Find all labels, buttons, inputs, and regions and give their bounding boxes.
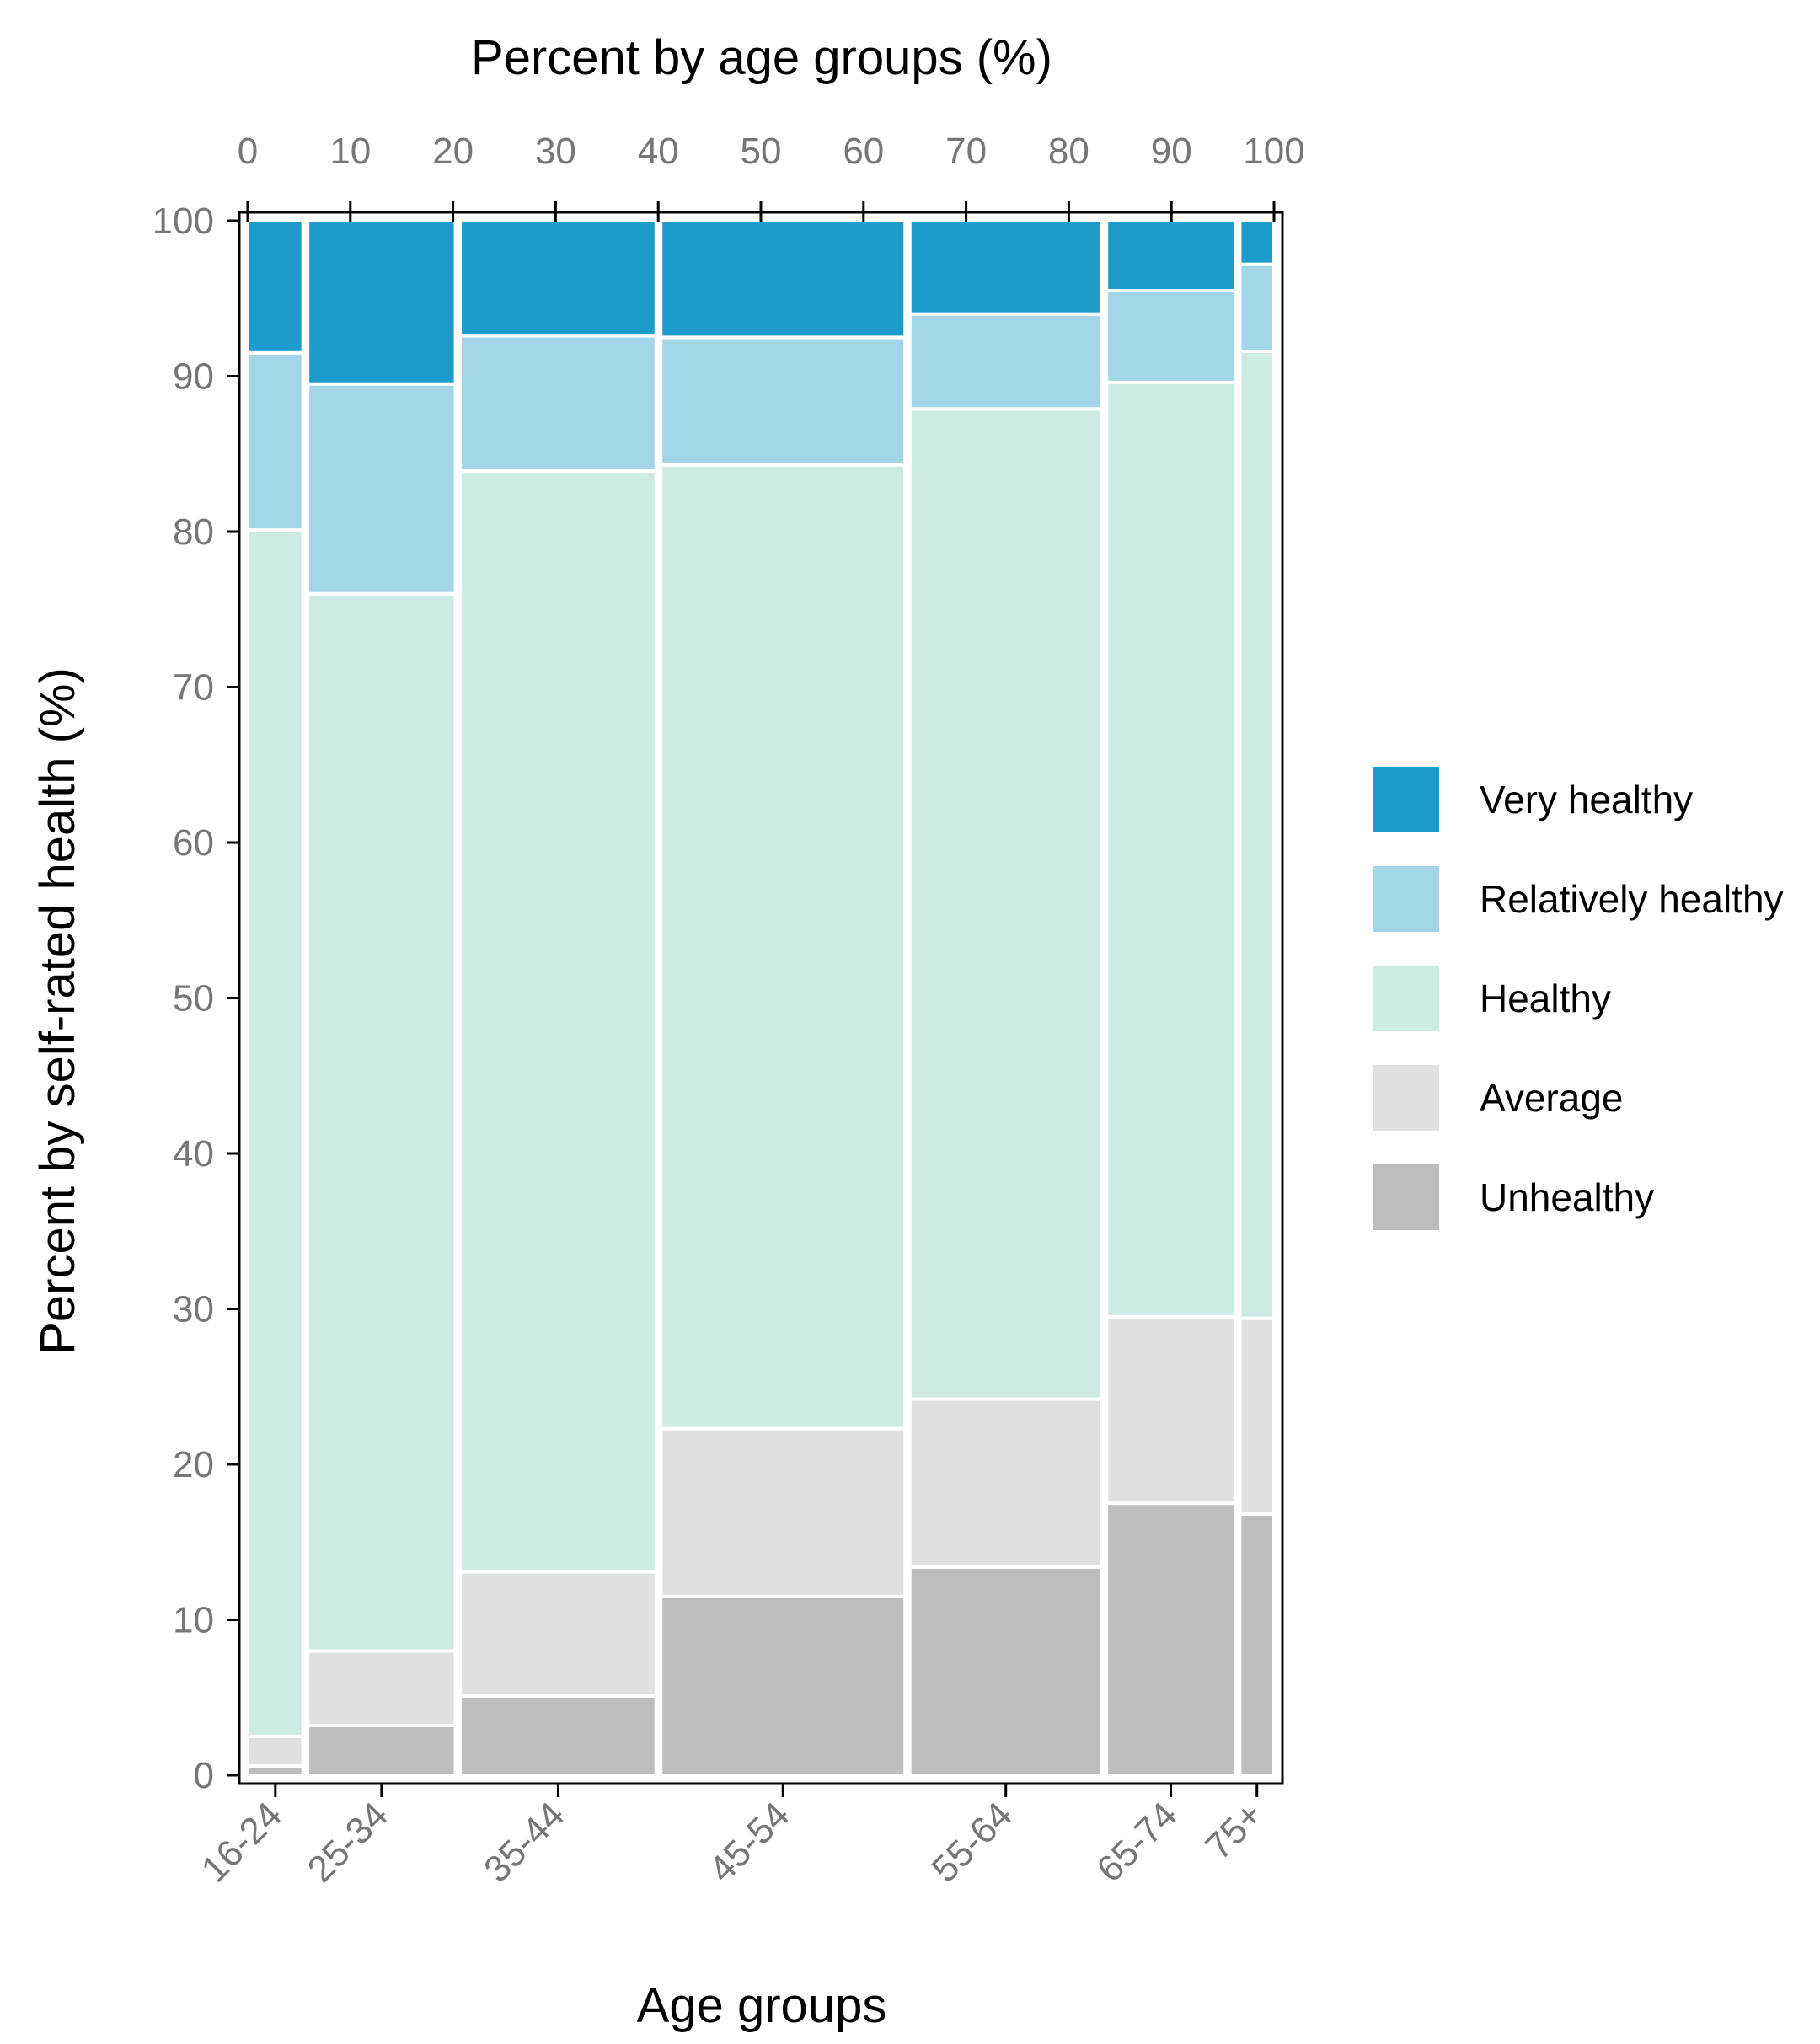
legend-swatch-average [1373,1065,1439,1131]
tile-55-64-unhealthy [907,1565,1104,1778]
y-tick-label-20: 20 [173,1444,214,1485]
top-tick-label-30: 30 [535,131,576,172]
x-tick-label-45-54: 45-54 [701,1794,797,1890]
top-tick-label-50: 50 [741,131,782,172]
top-tick-label-40: 40 [638,131,679,172]
legend-swatch-healthy [1373,966,1439,1031]
x-tick-label-75: 75+ [1197,1794,1271,1867]
y-axis-title: Percent by self-rated health (%) [30,667,85,1355]
tile-35-44-average [458,1570,658,1698]
y-tick-label-40: 40 [173,1133,214,1174]
legend-label-relatively-healthy: Relatively healthy [1480,877,1784,921]
legend-swatch-very-healthy [1373,767,1439,832]
tile-16-24-very-healthy [246,219,305,355]
top-tick-label-60: 60 [843,131,884,172]
tile-16-24-relatively-healthy [246,350,305,532]
tile-65-74-relatively-healthy [1105,289,1237,384]
y-tick-label-80: 80 [173,511,214,553]
tile-25-34-healthy [306,591,458,1653]
tile-35-44-healthy [458,469,658,1574]
x-tick-label-55-64: 55-64 [924,1794,1020,1890]
tile-25-34-average [306,1649,458,1727]
legend-swatch-relatively-healthy [1373,866,1439,932]
y-tick-label-30: 30 [173,1289,214,1330]
x-tick-label-25-34: 25-34 [300,1794,396,1890]
legend-label-very-healthy: Very healthy [1480,778,1693,821]
tile-45-54-average [659,1426,907,1598]
x-tick-label-65-74: 65-74 [1089,1794,1185,1890]
tile-45-54-relatively-healthy [659,335,907,467]
tile-45-54-healthy [659,463,907,1431]
tile-75-unhealthy [1238,1512,1277,1778]
tile-75-very-healthy [1238,219,1277,266]
tile-65-74-unhealthy [1105,1501,1237,1777]
tile-45-54-very-healthy [659,219,907,340]
y-tick-label-70: 70 [173,667,214,709]
top-tick-label-90: 90 [1151,131,1192,172]
top-tick-label-100: 100 [1243,131,1304,172]
top-tick-label-10: 10 [329,131,371,172]
y-tick-label-90: 90 [173,356,214,398]
tile-25-34-relatively-healthy [306,382,458,596]
mosaic-tiles [246,219,1277,1778]
x-tick-label-16-24: 16-24 [194,1794,290,1890]
tile-16-24-healthy [246,528,305,1738]
tile-16-24-average [246,1734,305,1768]
top-tick-label-0: 0 [238,131,258,172]
tile-65-74-very-healthy [1105,219,1237,293]
top-tick-label-80: 80 [1048,131,1089,172]
tile-55-64-very-healthy [907,219,1104,316]
tile-35-44-unhealthy [458,1694,658,1778]
tile-35-44-relatively-healthy [458,334,658,474]
tile-75-average [1238,1316,1277,1517]
legend-label-average: Average [1480,1076,1624,1120]
tile-55-64-average [907,1397,1104,1569]
tile-25-34-unhealthy [306,1723,458,1777]
tile-35-44-very-healthy [458,219,658,338]
x-axis-title: Age groups [637,1978,887,2033]
y-tick-label-0: 0 [194,1755,214,1796]
legend: Very healthy Relatively healthy Healthy Ave… [1373,767,1784,1230]
top-axis-title: Percent by age groups (%) [471,30,1052,85]
y-tick-label-50: 50 [173,978,214,1019]
top-tick-label-20: 20 [432,131,474,172]
tile-55-64-relatively-healthy [907,312,1104,411]
legend-label-healthy: Healthy [1480,977,1611,1020]
legend-swatch-unhealthy [1373,1164,1439,1230]
tile-75-relatively-healthy [1238,262,1277,353]
tile-25-34-very-healthy [306,219,458,386]
x-tick-label-35-44: 35-44 [476,1794,572,1890]
legend-label-unhealthy: Unhealthy [1480,1175,1654,1219]
tile-45-54-unhealthy [659,1594,907,1777]
y-tick-label-10: 10 [173,1600,214,1641]
tile-55-64-healthy [907,407,1104,1401]
y-tick-label-100: 100 [153,201,214,242]
y-tick-label-60: 60 [173,822,214,864]
tile-65-74-healthy [1105,380,1237,1319]
tile-65-74-average [1105,1314,1237,1506]
tile-75-healthy [1238,349,1277,1320]
top-tick-label-70: 70 [945,131,987,172]
